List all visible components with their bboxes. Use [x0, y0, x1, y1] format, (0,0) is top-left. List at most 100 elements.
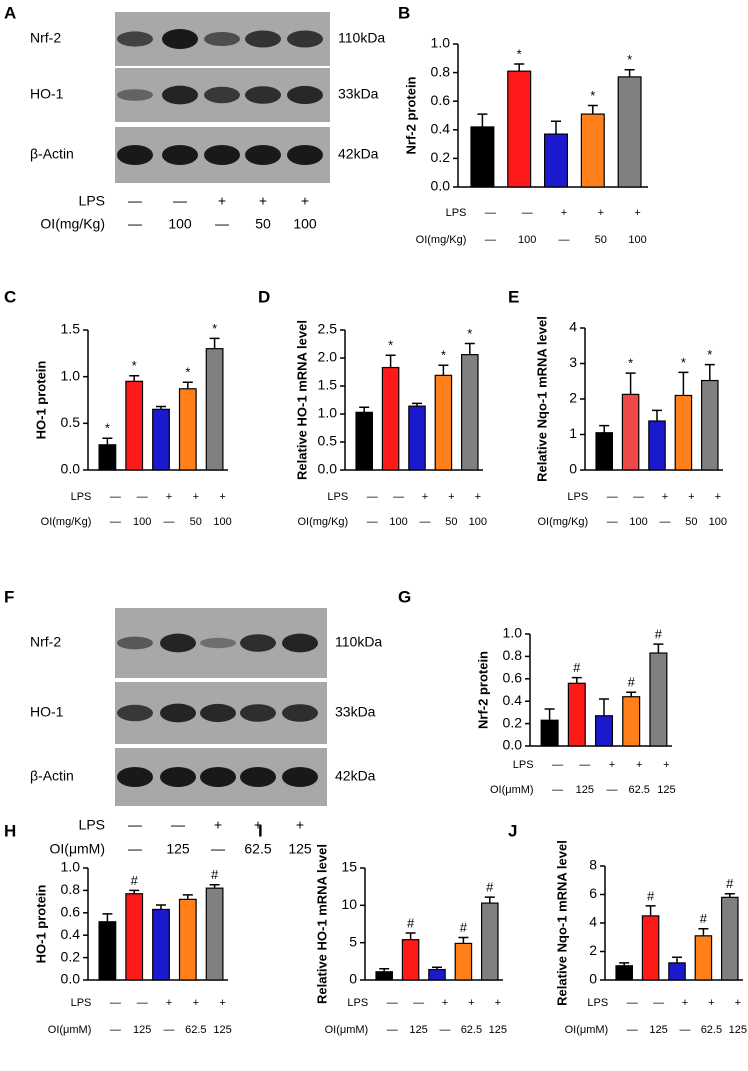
condition-value: —	[110, 516, 121, 528]
panel-letter: B	[398, 3, 410, 22]
condition-value: +	[475, 491, 481, 503]
y-tick-label: 0.5	[61, 414, 81, 430]
condition-value: 100	[709, 516, 727, 528]
significance-mark: *	[441, 348, 446, 363]
condition-label: LPS	[79, 817, 105, 833]
condition-label: LPS	[71, 491, 92, 503]
condition-label: OI(mg/Kg)	[41, 516, 92, 528]
error-bar	[599, 424, 610, 433]
condition-value: +	[715, 491, 721, 503]
condition-value: —	[128, 193, 142, 209]
condition-value: 50	[595, 234, 607, 246]
condition-value: +	[254, 817, 262, 833]
condition-label: OI(μmM)	[325, 1024, 369, 1036]
condition-value: —	[660, 516, 671, 528]
condition-value: —	[110, 491, 121, 503]
blot-band	[117, 31, 153, 47]
bar	[674, 394, 693, 471]
significance-mark: *	[681, 355, 686, 370]
condition-value: 125	[729, 1024, 747, 1036]
bar	[721, 896, 739, 981]
y-tick-label: 5	[349, 933, 357, 949]
panel-letter: E	[508, 287, 519, 306]
y-tick-label: 0.0	[61, 971, 81, 987]
condition-value: —	[559, 234, 570, 246]
bar	[375, 971, 393, 981]
y-tick-label: 10	[341, 896, 357, 912]
significance-mark: *	[467, 326, 472, 341]
bar	[543, 133, 569, 188]
condition-value: —	[367, 491, 378, 503]
condition-value: —	[680, 1024, 691, 1036]
condition-value: 62.5	[244, 841, 271, 857]
condition-label: LPS	[567, 491, 588, 503]
condition-value: 100	[293, 216, 317, 232]
condition-value: —	[579, 759, 590, 771]
blot-band	[204, 32, 240, 46]
condition-value: —	[211, 841, 225, 857]
significance-mark: *	[105, 421, 110, 436]
error-bar	[359, 406, 370, 413]
condition-value: 50	[255, 216, 271, 232]
condition-value: 125	[649, 1024, 667, 1036]
significance-mark: *	[590, 88, 595, 103]
condition-value: —	[653, 997, 664, 1009]
error-bar	[129, 374, 140, 382]
condition-label: OI(μmM)	[565, 1024, 609, 1036]
condition-value: +	[166, 997, 172, 1009]
y-axis-label: Nrf-2 protein	[403, 76, 418, 154]
condition-value: +	[663, 759, 669, 771]
condition-value: 100	[133, 516, 151, 528]
y-tick-label: 0.6	[503, 670, 523, 686]
y-tick-label: 0.8	[61, 881, 81, 897]
significance-mark: *	[388, 338, 393, 353]
error-bar	[626, 691, 637, 697]
blot-size-label: 42kDa	[338, 146, 379, 162]
condition-label: OI(μmM)	[48, 1024, 92, 1036]
bar	[649, 652, 668, 747]
condition-value: 100	[628, 234, 646, 246]
blot-size-label: 110kDa	[335, 634, 382, 650]
condition-label: LPS	[327, 491, 348, 503]
condition-label: LPS	[446, 207, 467, 219]
significance-mark: *	[517, 46, 522, 61]
condition-value: +	[735, 997, 741, 1009]
bar	[434, 374, 453, 471]
bar	[408, 405, 426, 471]
blot-band	[282, 767, 318, 787]
condition-value: —	[627, 1024, 638, 1036]
condition-value: 100	[518, 234, 536, 246]
y-axis-label: Relative HO-1 mRNA level	[314, 844, 329, 1004]
error-bar	[624, 68, 635, 77]
blot-row-label: HO-1	[30, 704, 64, 720]
significance-mark: #	[726, 876, 734, 891]
condition-value: +	[219, 997, 225, 1009]
condition-value: +	[422, 491, 428, 503]
condition-value: +	[259, 193, 267, 209]
y-tick-label: 0.2	[431, 149, 451, 165]
bar	[694, 935, 713, 981]
blot-size-label: 33kDa	[335, 704, 376, 720]
condition-value: +	[634, 207, 640, 219]
error-bar	[464, 342, 475, 355]
blot-band	[245, 30, 281, 48]
blot-band	[162, 29, 198, 49]
error-bar	[477, 113, 488, 127]
bar	[641, 915, 660, 981]
blot-size-label: 110kDa	[338, 30, 385, 46]
condition-value: —	[171, 817, 185, 833]
bar	[594, 715, 614, 747]
y-tick-label: 0.0	[503, 737, 523, 753]
condition-label: OI(μmM)	[490, 784, 534, 796]
blot-band	[240, 704, 276, 722]
bar	[615, 965, 633, 981]
condition-value: —	[552, 759, 563, 771]
condition-value: —	[413, 997, 424, 1009]
blot-band	[282, 704, 318, 722]
y-tick-label: 4	[589, 914, 597, 930]
y-tick-label: 1.0	[318, 405, 338, 421]
blot-band	[204, 145, 240, 165]
panel-letter: G	[398, 587, 411, 606]
y-axis-label: HO-1 protein	[33, 361, 48, 440]
y-tick-label: 1.0	[431, 35, 451, 51]
